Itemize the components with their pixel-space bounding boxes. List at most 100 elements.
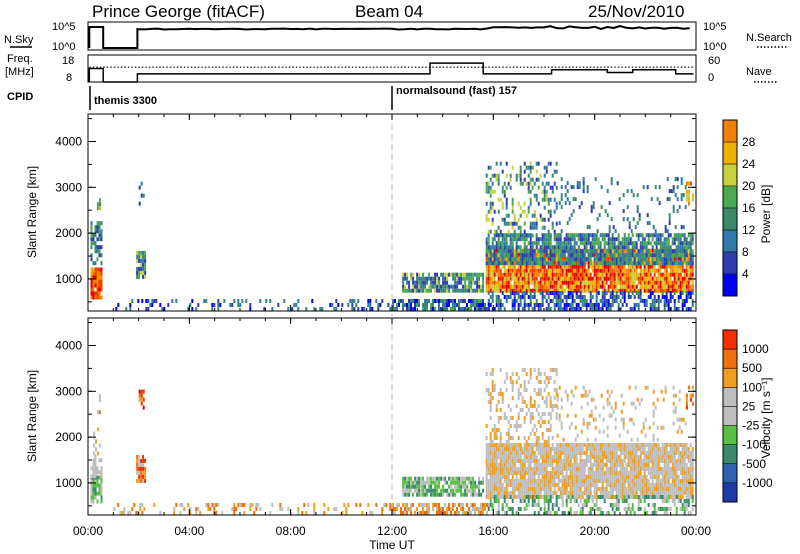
heat-cell <box>627 280 630 285</box>
heat-cell <box>136 254 139 259</box>
heat-cell <box>343 503 346 507</box>
heat-cell <box>649 284 652 289</box>
heat-cell <box>641 276 644 281</box>
heat-cell <box>517 491 520 495</box>
heat-cell <box>559 272 562 277</box>
heat-cell <box>571 495 574 499</box>
heat-cell <box>609 495 612 499</box>
heat-cell <box>527 268 530 273</box>
heat-cell <box>519 499 522 503</box>
heat-cell <box>653 447 656 451</box>
heat-cell <box>547 499 550 503</box>
heat-cell <box>691 264 694 269</box>
heat-cell <box>645 288 648 293</box>
heat-cell <box>402 503 404 507</box>
heat-cell <box>667 245 670 250</box>
heat-cell <box>675 447 678 451</box>
heat-cell <box>669 291 672 295</box>
heat-cell <box>663 284 666 289</box>
heat-cell <box>517 303 520 307</box>
heat-cell <box>631 245 634 250</box>
heat-cell <box>369 303 372 307</box>
heat-cell <box>605 303 608 307</box>
noise-panel-frame <box>87 21 697 51</box>
heat-cell <box>555 233 558 238</box>
heat-cell <box>633 479 636 483</box>
heat-cell <box>689 261 692 266</box>
heat-cell <box>621 249 624 254</box>
heat-cell <box>557 241 560 246</box>
heat-cell <box>665 268 668 273</box>
heat-cell <box>468 272 471 277</box>
heat-cell <box>684 185 687 190</box>
heat-cell <box>687 479 690 483</box>
heat-cell <box>489 459 492 463</box>
heat-cell <box>575 447 578 451</box>
heat-cell <box>619 471 622 475</box>
heat-cell <box>669 299 672 303</box>
heat-cell <box>545 471 548 475</box>
heat-cell <box>585 307 588 311</box>
heat-cell <box>669 459 672 463</box>
heat-cell <box>649 495 652 499</box>
heat-cell <box>645 261 648 266</box>
heat-cell <box>607 299 610 303</box>
heat-cell <box>643 268 646 273</box>
heat-cell <box>223 299 226 303</box>
heat-cell <box>485 256 488 261</box>
heat-cell <box>117 503 120 507</box>
heat-cell <box>647 264 650 269</box>
heat-cell <box>566 197 569 202</box>
heat-cell <box>484 303 486 307</box>
heat-cell <box>579 475 582 479</box>
heat-cell <box>547 272 550 277</box>
heat-cell <box>633 455 636 459</box>
heat-cell <box>456 511 458 515</box>
heat-cell <box>609 443 612 447</box>
heat-cell <box>519 268 522 273</box>
heat-cell <box>523 177 526 182</box>
heat-cell <box>669 443 672 447</box>
heat-cell <box>609 237 612 242</box>
heat-cell <box>569 268 572 273</box>
heat-cell <box>641 459 644 463</box>
heat-cell <box>631 233 634 238</box>
heat-cell <box>555 268 558 273</box>
heat-cell <box>100 287 103 292</box>
heat-cell <box>545 495 548 499</box>
heat-cell <box>677 249 680 254</box>
heat-cell <box>493 272 496 277</box>
heat-cell <box>497 303 500 307</box>
heat-cell <box>659 241 662 246</box>
heat-cell <box>537 257 540 262</box>
heat-cell <box>589 261 592 266</box>
heat-cell <box>462 503 464 507</box>
heat-cell <box>142 254 145 259</box>
heat-cell <box>595 507 598 511</box>
heat-cell <box>653 264 656 269</box>
heat-cell <box>355 503 358 507</box>
heat-cell <box>432 476 435 481</box>
heat-cell <box>615 268 618 273</box>
heat-cell <box>90 491 93 496</box>
freq-line <box>88 62 694 83</box>
heat-cell <box>491 503 494 507</box>
heat-cell <box>493 229 496 234</box>
heat-cell <box>669 276 672 281</box>
heat-cell <box>531 443 534 447</box>
heat-cell <box>689 451 692 455</box>
heat-cell <box>217 303 220 307</box>
heat-cell <box>98 233 101 238</box>
heat-cell <box>547 284 550 289</box>
heat-cell <box>583 272 586 277</box>
heat-cell <box>589 291 592 295</box>
heat-cell <box>637 295 640 299</box>
heat-cell <box>197 507 200 511</box>
heat-cell <box>557 276 560 281</box>
heat-cell <box>519 487 522 491</box>
heat-cell <box>635 303 638 307</box>
heat-cell <box>645 253 648 258</box>
heat-cell <box>426 280 429 285</box>
heat-cell <box>585 237 588 242</box>
heat-cell <box>677 237 680 242</box>
